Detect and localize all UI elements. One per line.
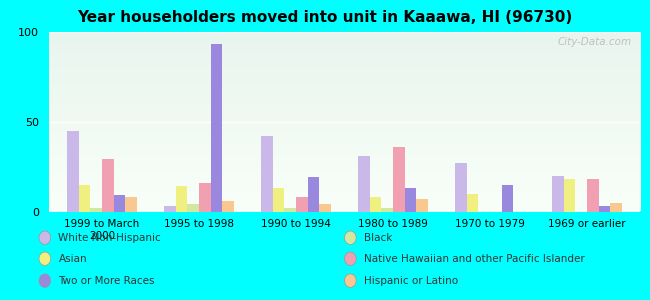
Bar [467,194,478,211]
Bar [552,176,564,212]
Text: White Non-Hispanic: White Non-Hispanic [58,233,161,243]
Bar [358,156,370,212]
Bar [90,208,102,211]
Text: Native Hawaiian and other Pacific Islander: Native Hawaiian and other Pacific Island… [364,254,585,264]
Bar [416,199,428,211]
Bar [502,184,514,212]
Bar [319,204,331,211]
Bar [564,179,575,212]
Bar [307,177,319,211]
Bar [199,183,211,211]
Bar [285,208,296,211]
Bar [114,195,125,212]
Bar [79,184,90,212]
Bar [176,186,187,212]
Bar [599,206,610,212]
Bar [222,201,234,212]
Bar [125,197,137,212]
Bar [370,197,382,212]
Bar [610,202,622,211]
Bar [67,130,79,212]
Bar [211,44,222,211]
Text: Asian: Asian [58,254,87,264]
Bar [587,179,599,212]
Bar [102,159,114,212]
Bar [296,197,307,212]
Text: Two or More Races: Two or More Races [58,276,155,286]
Bar [273,188,285,211]
Bar [404,188,416,211]
Bar [382,208,393,211]
Bar [164,206,176,212]
Text: Black: Black [364,233,393,243]
Bar [393,147,404,212]
Text: Hispanic or Latino: Hispanic or Latino [364,276,458,286]
Text: Year householders moved into unit in Kaaawa, HI (96730): Year householders moved into unit in Kaa… [77,11,573,26]
Bar [455,163,467,212]
Bar [261,136,273,212]
Text: City-Data.com: City-Data.com [557,37,631,47]
Bar [187,204,199,211]
